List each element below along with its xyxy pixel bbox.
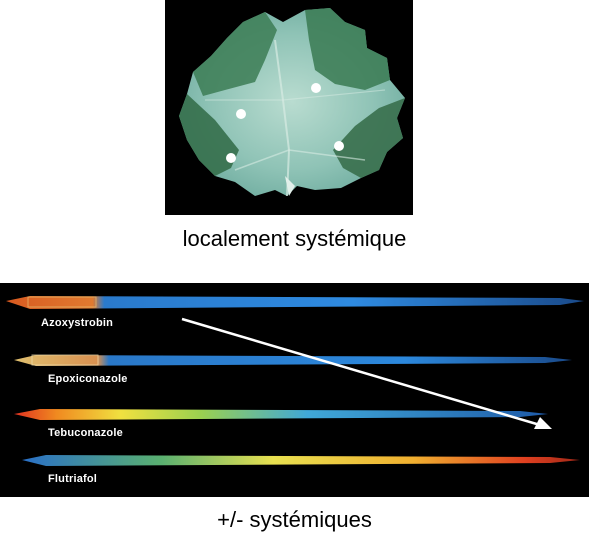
caption-locally-systemic: localement systémique	[182, 226, 407, 251]
leaf-image	[165, 0, 413, 215]
strip-tebuconazole	[14, 409, 548, 420]
arrow-line	[181, 317, 541, 427]
strips-photo: Azoxystrobin Epoxiconazole Tebuconazole …	[0, 283, 589, 497]
label-flutriafol: Flutriafol	[48, 473, 98, 485]
arrow-right-icon	[534, 417, 552, 429]
application-spot	[236, 109, 246, 119]
strip-azoxystrobin	[6, 296, 584, 309]
application-spot	[226, 153, 236, 163]
strip-flutriafol	[22, 455, 580, 466]
label-tebuconazole: Tebuconazole	[48, 427, 123, 439]
leaf-photo	[165, 0, 413, 215]
application-spot	[334, 141, 344, 151]
caption-systemic: +/- systémiques	[217, 507, 372, 532]
label-epoxiconazole: Epoxiconazole	[48, 373, 128, 385]
strips-image	[0, 283, 589, 497]
application-spot	[311, 83, 321, 93]
strip-epoxiconazole	[14, 355, 572, 366]
label-azoxystrobin: Azoxystrobin	[41, 317, 114, 329]
